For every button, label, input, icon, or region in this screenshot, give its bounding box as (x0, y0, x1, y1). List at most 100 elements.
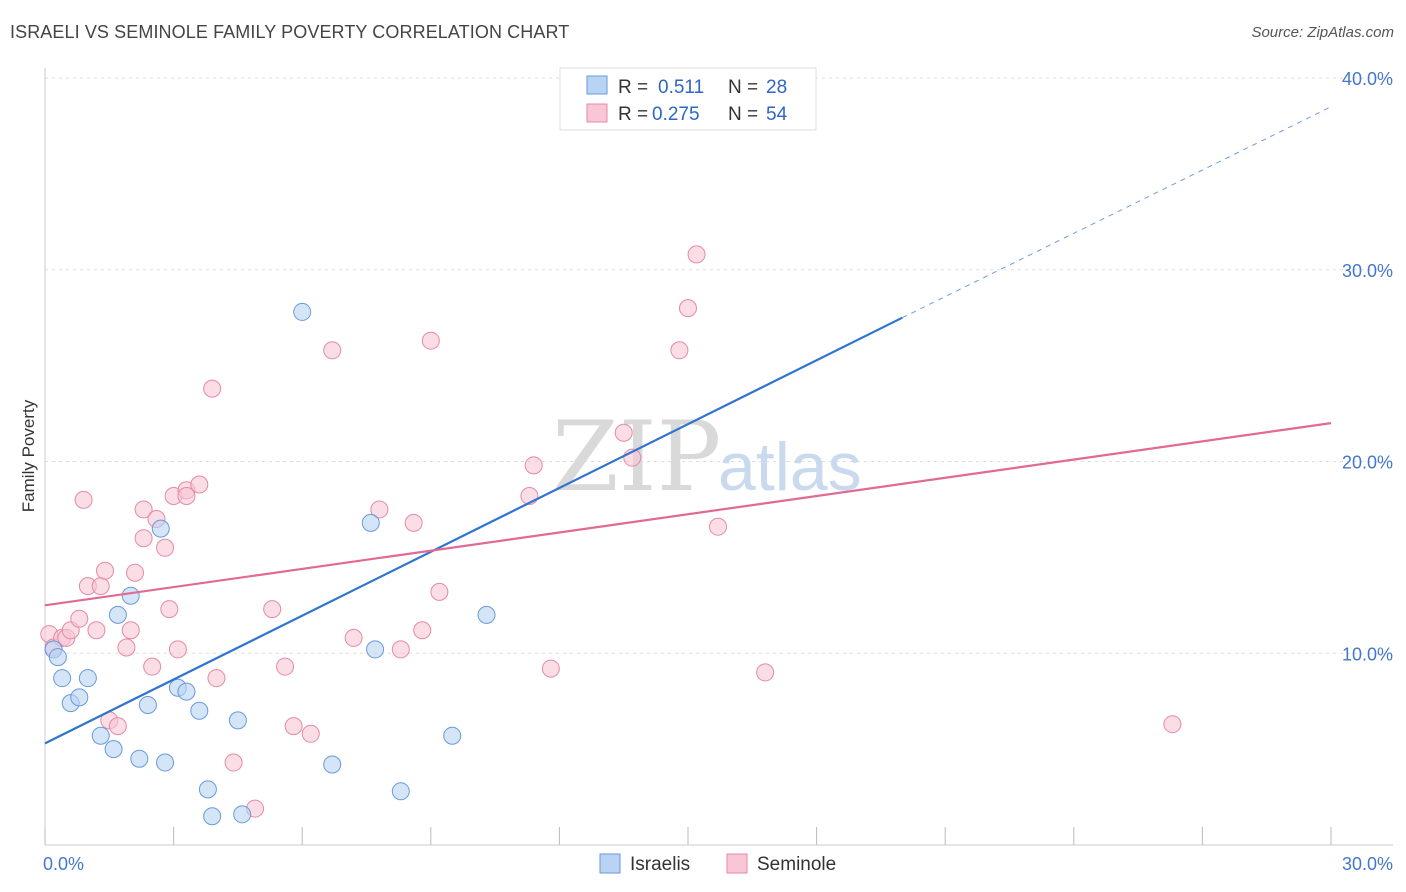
israelis-point-20 (233, 805, 252, 824)
seminole-point-35 (323, 341, 342, 360)
legend-swatch-seminole (586, 103, 608, 123)
israelis-point-19 (228, 711, 247, 730)
israelis-point-17 (198, 780, 217, 799)
seminole-point-36 (344, 628, 363, 647)
seminole-point-27 (203, 379, 222, 398)
israelis-point-4 (70, 688, 89, 707)
bottom-legend-label-israelis: Israelis (630, 854, 690, 875)
seminole-point-39 (404, 513, 423, 532)
seminole-point-9 (91, 577, 110, 596)
y-tick-label-10: 10.0% (1342, 644, 1393, 664)
israelis-point-15 (177, 682, 196, 701)
israelis-point-8 (108, 605, 127, 624)
seminole-point-6 (74, 490, 93, 509)
seminole-point-14 (121, 621, 140, 640)
seminole-point-33 (284, 717, 303, 736)
israelis-point-13 (156, 753, 175, 772)
y-axis-label: Family Poverty (19, 399, 38, 512)
israelis-point-12 (151, 519, 170, 538)
israelis-point-25 (391, 782, 410, 801)
legend-r-value-1: 0.511 (658, 77, 704, 98)
israelis-point-11 (138, 696, 157, 715)
seminole-point-29 (224, 753, 243, 772)
israelis-point-9 (121, 586, 140, 605)
seminole-point-45 (541, 659, 560, 678)
seminole-points (40, 245, 1182, 818)
y-tick-label-30: 30.0% (1342, 261, 1393, 281)
seminole-point-5 (70, 609, 89, 628)
bottom-legend-swatch-seminole (726, 853, 748, 874)
seminole-point-51 (709, 517, 728, 536)
seminole-point-25 (177, 487, 196, 506)
y-tick-label-40: 40.0% (1342, 69, 1393, 89)
legend-n-value-2: 54 (766, 104, 788, 125)
seminole-point-32 (276, 657, 295, 676)
israelis-point-6 (91, 726, 110, 745)
y-tick-label-20: 20.0% (1342, 453, 1393, 473)
seminole-point-41 (421, 331, 440, 350)
seminole-point-49 (679, 299, 697, 318)
seminole-point-10 (96, 561, 115, 580)
israelis-point-26 (443, 726, 462, 745)
israelis-trend-line (44, 316, 903, 745)
trend-lines (44, 106, 1332, 745)
legend-r-value-2: 0.275 (652, 104, 700, 125)
x-tick-label-30: 30.0% (1342, 854, 1393, 874)
legend-r-label-2: R = (618, 104, 648, 125)
legend-n-value-1: 28 (766, 77, 787, 98)
bottom-legend: Israelis Seminole (599, 853, 836, 875)
israelis-point-22 (323, 755, 342, 774)
seminole-point-44 (524, 456, 543, 475)
israelis-point-23 (361, 513, 380, 532)
israelis-point-10 (130, 749, 149, 768)
seminole-point-28 (207, 669, 226, 688)
seminole-point-52 (756, 663, 775, 682)
israelis-point-18 (203, 807, 222, 826)
seminole-point-17 (134, 529, 153, 548)
seminole-point-50 (687, 245, 706, 264)
seminole-point-38 (391, 640, 410, 659)
seminole-point-48 (670, 341, 689, 360)
y-tick-labels: 10.0% 20.0% 30.0% 40.0% (1342, 69, 1393, 664)
seminole-point-21 (160, 600, 179, 619)
seminole-point-40 (413, 621, 432, 640)
x-tick-labels: 0.0% 30.0% (43, 854, 1393, 874)
israelis-point-1 (48, 648, 67, 667)
seminole-point-12 (108, 717, 127, 736)
seminole-point-8 (87, 621, 106, 640)
seminole-point-37 (370, 500, 389, 519)
seminole-point-31 (263, 600, 282, 619)
bottom-legend-swatch-israelis (599, 853, 621, 874)
israelis-point-5 (78, 669, 97, 688)
seminole-point-46 (614, 423, 633, 442)
seminole-point-18 (143, 657, 162, 676)
x-tick-label-0: 0.0% (43, 854, 84, 874)
source-label: Source: ZipAtlas.com (1251, 24, 1394, 41)
israelis-point-21 (293, 302, 312, 321)
israelis-point-27 (477, 605, 496, 624)
legend-n-label-2: N = (728, 104, 758, 125)
legend-swatch-israelis (586, 75, 608, 95)
legend-n-label-1: N = (728, 77, 758, 98)
axes (44, 68, 1393, 846)
seminole-point-42 (430, 582, 449, 601)
seminole-trend-line (44, 422, 1332, 607)
seminole-point-23 (168, 640, 187, 659)
legend-r-label-1: R = (618, 77, 648, 98)
seminole-point-20 (156, 538, 175, 557)
seminole-point-53 (1163, 715, 1182, 734)
israelis-trend-extension (902, 106, 1332, 319)
israelis-point-16 (190, 701, 209, 720)
israelis-points (44, 302, 496, 826)
chart-title: ISRAELI VS SEMINOLE FAMILY POVERTY CORRE… (10, 22, 570, 42)
seminole-point-13 (117, 638, 136, 657)
israelis-point-2 (53, 669, 72, 688)
grid-lines (45, 77, 1393, 654)
seminole-point-15 (126, 563, 145, 582)
israelis-point-7 (104, 740, 123, 759)
seminole-point-34 (301, 724, 320, 743)
seminole-point-16 (134, 500, 153, 519)
seminole-point-26 (190, 475, 209, 494)
top-legend: R = 0.511 N = 28 R = 0.275 N = 54 (559, 67, 817, 131)
